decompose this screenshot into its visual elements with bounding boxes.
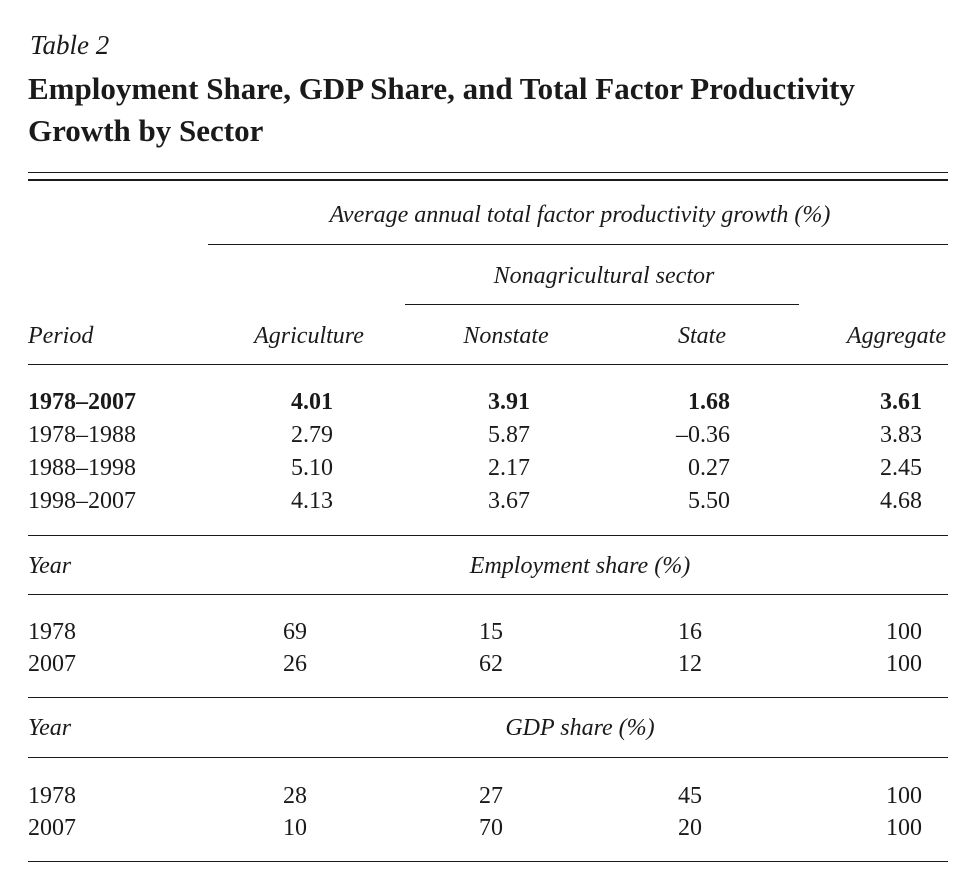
period-cell: 1988–1998 [28, 455, 136, 481]
table-label: Table 2 [30, 30, 110, 60]
year-cell: 1978 [28, 619, 76, 645]
section-rule [28, 535, 948, 537]
section-rule [28, 757, 948, 759]
top-rule-1 [28, 172, 948, 174]
agriculture-cell: 5.10 [291, 455, 333, 481]
nonag-header-rule [405, 304, 799, 306]
year-cell: 2007 [28, 815, 76, 841]
aggregate-cell: 100 [886, 651, 922, 677]
state-cell: 45 [678, 783, 702, 809]
tfp-header: Average annual total factor productivity… [329, 202, 831, 228]
gdp-share-header: GDP share (%) [505, 715, 655, 741]
period-cell: 1978–2007 [28, 389, 136, 415]
state-cell: –0.36 [676, 422, 730, 448]
nonstate-cell: 70 [479, 815, 503, 841]
state-cell: 12 [678, 651, 702, 677]
nonstate-cell: 3.91 [488, 389, 530, 415]
nonstate-cell: 27 [479, 783, 503, 809]
year-label: Year [28, 553, 72, 579]
year-cell: 2007 [28, 651, 76, 677]
tfp-header-rule [208, 244, 948, 246]
employment-share-header: Employment share (%) [469, 553, 691, 579]
aggregate-cell: 3.83 [880, 422, 922, 448]
section-rule [28, 594, 948, 596]
state-cell: 5.50 [688, 488, 730, 514]
aggregate-cell: 4.68 [880, 488, 922, 514]
bottom-rule [28, 861, 948, 863]
header-rule [28, 364, 948, 366]
year-cell: 1978 [28, 783, 76, 809]
agriculture-cell: 2.79 [291, 422, 333, 448]
agriculture-cell: 10 [283, 815, 307, 841]
col-aggregate: Aggregate [846, 323, 946, 349]
nonstate-cell: 5.87 [488, 422, 530, 448]
state-cell: 20 [678, 815, 702, 841]
section-rule [28, 697, 948, 699]
year-label: Year [28, 715, 72, 741]
aggregate-cell: 100 [886, 619, 922, 645]
agriculture-cell: 4.13 [291, 488, 333, 514]
nonstate-cell: 15 [479, 619, 503, 645]
agriculture-cell: 69 [283, 619, 307, 645]
state-cell: 1.68 [688, 389, 730, 415]
table-title-line2: Growth by Sector [28, 113, 264, 148]
aggregate-cell: 100 [886, 783, 922, 809]
col-period: Period [28, 323, 94, 349]
period-cell: 1978–1988 [28, 422, 136, 448]
nonstate-cell: 2.17 [488, 455, 530, 481]
nonstate-cell: 62 [479, 651, 503, 677]
agriculture-cell: 26 [283, 651, 307, 677]
state-cell: 0.27 [688, 455, 730, 481]
aggregate-cell: 100 [886, 815, 922, 841]
aggregate-cell: 2.45 [880, 455, 922, 481]
state-cell: 16 [678, 619, 702, 645]
nonstate-cell: 3.67 [488, 488, 530, 514]
agriculture-cell: 4.01 [291, 389, 333, 415]
top-rule-2 [28, 179, 948, 181]
agriculture-cell: 28 [283, 783, 307, 809]
col-agriculture: Agriculture [254, 323, 364, 349]
period-cell: 1998–2007 [28, 488, 136, 514]
table-title-line1: Employment Share, GDP Share, and Total F… [28, 71, 856, 106]
nonag-header: Nonagricultural sector [493, 263, 715, 289]
aggregate-cell: 3.61 [880, 389, 922, 415]
col-nonstate: Nonstate [463, 323, 549, 349]
col-state: State [678, 323, 726, 349]
